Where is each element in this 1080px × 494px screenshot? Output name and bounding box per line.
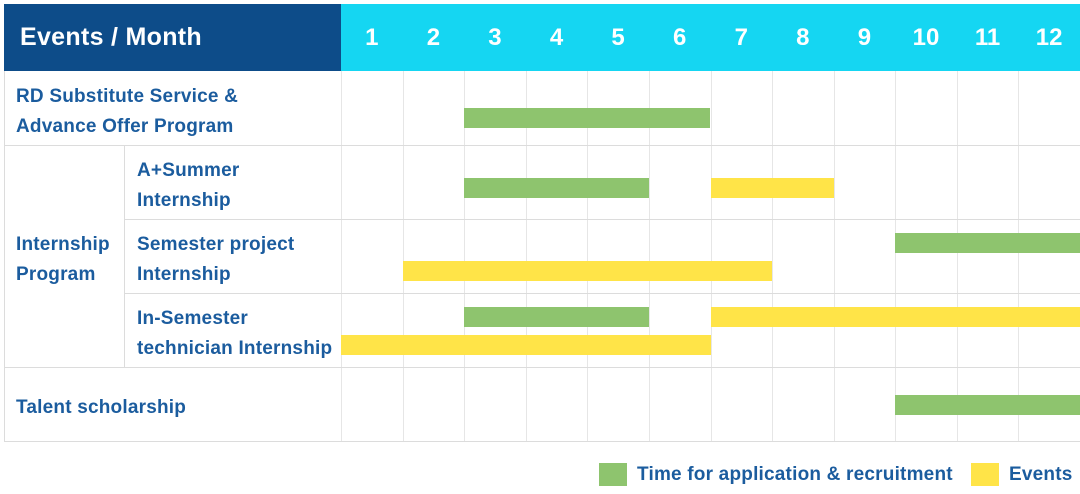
legend-events-label: Events	[1009, 464, 1073, 485]
row-divider	[4, 367, 1080, 368]
gantt-bar-events	[710, 307, 1080, 327]
row-divider	[4, 145, 1080, 146]
month-axis: 1 2 3 4 5 6 7 8 9 10 11 12	[341, 4, 1080, 71]
month-label-12: 12	[1035, 23, 1063, 51]
row-label-line: A+Summer	[137, 160, 240, 181]
row-divider	[124, 219, 1080, 220]
gantt-bar-events	[341, 335, 711, 355]
month-gridline	[648, 71, 650, 441]
gantt-bar-application	[895, 233, 1080, 253]
row-label-line: RD Substitute Service &	[16, 86, 239, 107]
header-title: Events / Month	[20, 23, 202, 51]
row-label-line: Program	[16, 264, 96, 285]
group-column-divider	[124, 145, 125, 367]
month-gridline	[895, 71, 897, 441]
gantt-bar-application	[464, 178, 649, 198]
month-label-9: 9	[857, 23, 872, 51]
row-label-line: technician Internship	[137, 338, 333, 359]
row-label-line: In-Semester	[137, 308, 248, 329]
month-gridline	[402, 71, 404, 441]
row-label-in-semester-technician-internship: In-Semester technician Internship	[124, 293, 341, 367]
month-gridline	[956, 71, 958, 441]
row-label-a-summer-internship: A+Summer Internship	[124, 145, 341, 219]
month-gridline	[341, 71, 342, 441]
table-bottom-border	[4, 441, 1080, 442]
gantt-bar-application	[895, 395, 1080, 415]
gantt-bar-application	[464, 108, 711, 128]
month-gridline	[1018, 71, 1020, 441]
gantt-bar-events	[710, 178, 834, 198]
table-left-border	[4, 71, 5, 441]
month-gridline	[710, 71, 712, 441]
gantt-bar-events	[402, 261, 773, 281]
header-events-month: Events / Month	[4, 4, 341, 71]
group-label-internship-program: Internship Program	[4, 145, 124, 367]
row-label-talent-scholarship: Talent scholarship	[4, 367, 341, 441]
gantt-bar-application	[464, 307, 649, 327]
month-label-10: 10	[912, 23, 940, 51]
row-label-rd-substitute-service-advance-offer-program: RD Substitute Service & Advance Offer Pro…	[4, 71, 341, 145]
row-label-line: Talent scholarship	[16, 397, 187, 418]
row-label-line: Internship	[137, 264, 231, 285]
row-divider	[124, 293, 1080, 294]
row-label-semester-project-internship: Semester project Internship	[124, 219, 341, 293]
legend-application-swatch	[599, 463, 627, 486]
month-gridline	[833, 71, 835, 441]
row-label-line: Advance Offer Program	[16, 116, 234, 137]
month-label-3: 3	[488, 23, 502, 51]
month-label-7: 7	[734, 23, 748, 51]
month-label-8: 8	[796, 23, 810, 51]
month-gridline	[464, 71, 466, 441]
row-label-line: Internship	[137, 190, 231, 211]
month-label-1: 1	[365, 23, 379, 51]
month-gridline	[587, 71, 589, 441]
month-gridline	[525, 71, 527, 441]
month-label-6: 6	[673, 23, 687, 51]
month-label-11: 11	[974, 23, 1001, 51]
month-gridline	[772, 71, 774, 441]
row-label-line: Internship	[16, 234, 110, 255]
row-label-line: Semester project	[137, 234, 295, 255]
month-label-2: 2	[426, 23, 441, 51]
legend-events-swatch	[971, 463, 999, 486]
legend-application-label: Time for application & recruitment	[637, 464, 953, 485]
month-label-5: 5	[611, 23, 625, 51]
month-label-4: 4	[549, 23, 564, 51]
